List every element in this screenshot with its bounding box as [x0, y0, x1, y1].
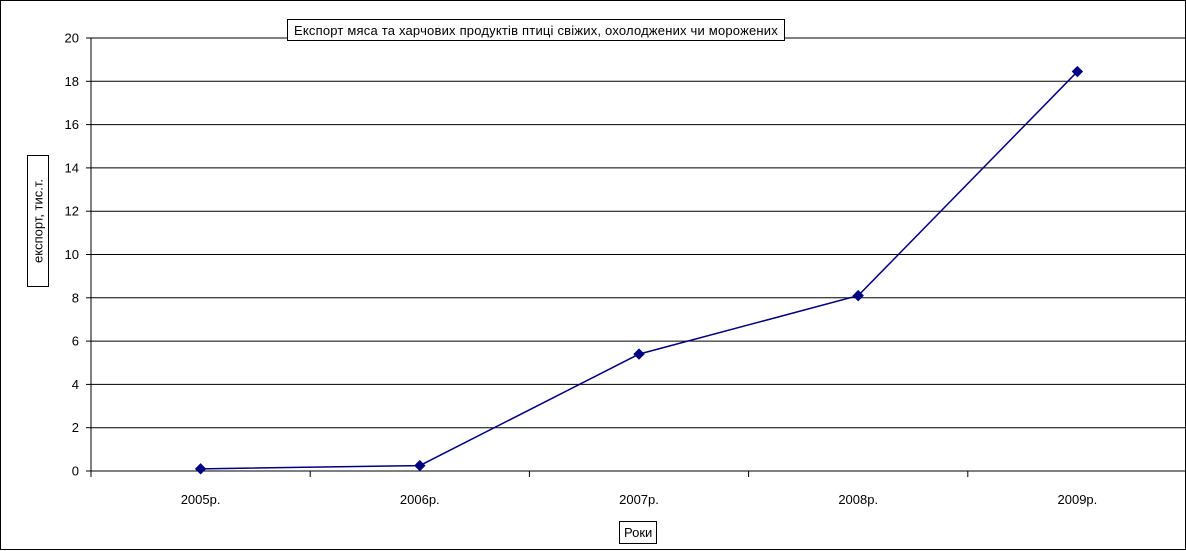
- x-tick-label: 2008р.: [838, 492, 878, 507]
- data-point: [194, 463, 207, 475]
- series-line: [200, 71, 1078, 470]
- x-tick-label: 2005р.: [181, 492, 221, 507]
- y-tick-label: 0: [72, 464, 79, 479]
- chart-title: Експорт мяса та харчових продуктів птиці…: [287, 19, 785, 41]
- axes: [86, 37, 1186, 477]
- data-point: [852, 289, 864, 302]
- y-tick-label: 10: [65, 247, 79, 262]
- x-tick-label: 2009р.: [1058, 492, 1098, 507]
- y-axis-label-text: експорт, тис.т.: [30, 179, 46, 263]
- y-tick-label: 8: [72, 290, 79, 305]
- y-tick-labels: 0 2 4 6 8 10 12 14 16 18 20: [65, 31, 79, 479]
- series: [194, 65, 1084, 475]
- y-axis-label: експорт, тис.т.: [27, 155, 49, 287]
- y-tick-label: 20: [65, 31, 79, 46]
- y-tick-label: 14: [65, 160, 79, 175]
- x-axis-label: Роки: [619, 521, 658, 544]
- x-tick-label: 2007р.: [619, 492, 659, 507]
- data-point: [414, 459, 426, 472]
- data-point: [633, 348, 645, 360]
- x-tick-label: 2006р.: [400, 492, 440, 507]
- y-tick-label: 4: [72, 377, 79, 392]
- y-tick-label: 18: [65, 74, 79, 89]
- y-tick-label: 6: [72, 334, 79, 349]
- data-point: [1071, 65, 1084, 78]
- gridlines: [91, 37, 1186, 429]
- y-tick-label: 16: [65, 117, 79, 132]
- x-tick-labels: 2005р. 2006р. 2007р. 2008р. 2009р.: [181, 492, 1098, 507]
- y-tick-label: 12: [65, 204, 79, 219]
- y-tick-label: 2: [72, 420, 79, 435]
